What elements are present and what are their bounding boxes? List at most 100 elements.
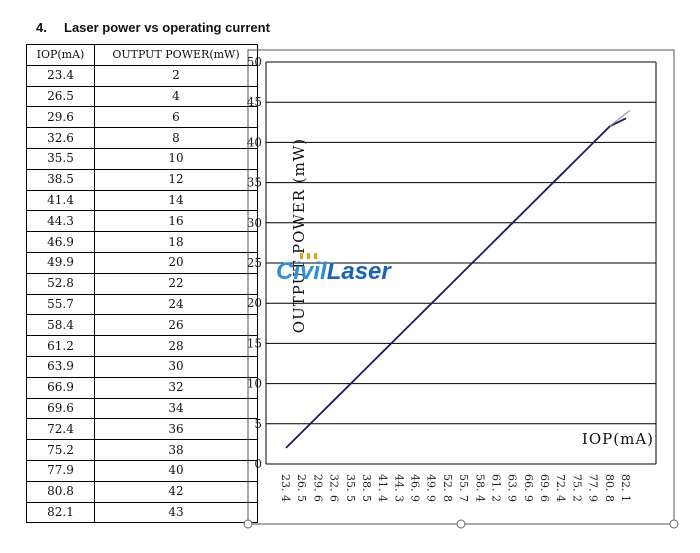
table-row: 63.9 30 [26, 355, 258, 378]
table-row: 35.5 10 [26, 147, 258, 170]
cell-iop: 55.7 [26, 293, 95, 316]
y-tick-label: 0 [254, 457, 262, 471]
frame-handle [243, 519, 253, 529]
cell-iop: 69.6 [26, 397, 95, 420]
x-tick-label: 77. 9 [587, 474, 600, 502]
x-tick-label: 29. 6 [311, 474, 324, 502]
table-header-row: IOP(mA) OUTPUT POWER(mW) [26, 44, 258, 66]
x-tick-label: 55. 7 [457, 474, 470, 502]
x-tick-label: 23. 4 [279, 474, 292, 502]
y-tick-label: 15 [247, 336, 262, 350]
x-tick-label: 44. 3 [392, 474, 405, 502]
cell-output-power: 26 [94, 314, 258, 337]
cell-output-power: 12 [94, 168, 258, 191]
cell-iop: 23.4 [26, 64, 95, 87]
x-tick-label: 38. 5 [360, 474, 373, 502]
outer-frame [247, 49, 675, 525]
x-tick-label: 41. 4 [376, 474, 389, 502]
table-row: 52.8 22 [26, 272, 258, 295]
watermark-dot [307, 253, 310, 260]
x-tick-label: 26. 5 [295, 474, 308, 502]
y-tick-label: 30 [247, 216, 262, 230]
cell-iop: 58.4 [26, 314, 95, 337]
y-tick-label: 45 [247, 95, 262, 109]
y-tick-label: 20 [247, 296, 262, 310]
x-tick-label: 52. 8 [441, 474, 454, 502]
table-row: 55.7 24 [26, 293, 258, 316]
frame-handle [456, 519, 466, 529]
cell-iop: 29.6 [26, 106, 95, 129]
cell-iop: 52.8 [26, 272, 95, 295]
section-title: Laser power vs operating current [64, 20, 270, 35]
cell-output-power: 38 [94, 439, 258, 461]
x-tick-label: 32. 6 [328, 474, 341, 502]
cell-iop: 63.9 [26, 355, 95, 378]
table-row: 44.3 16 [26, 210, 258, 233]
cell-iop: 41.4 [26, 189, 95, 212]
x-tick-label: 58. 4 [473, 474, 486, 502]
table-row: 77.9 40 [26, 459, 258, 482]
watermark-dot [300, 253, 303, 260]
cell-output-power: 24 [94, 293, 258, 316]
y-tick-label: 40 [247, 135, 262, 149]
cell-iop: 26.5 [26, 85, 95, 108]
x-tick-label: 75. 2 [570, 474, 583, 502]
cell-output-power: 6 [94, 106, 258, 129]
cell-output-power: 2 [94, 64, 258, 87]
table-row: 61.2 28 [26, 335, 258, 357]
frame-handle [669, 519, 679, 529]
cell-output-power: 14 [94, 189, 258, 212]
table-row: 58.4 26 [26, 314, 258, 337]
section-number: 4. [36, 20, 47, 35]
cell-iop: 72.4 [26, 418, 95, 441]
cell-iop: 46.9 [26, 231, 95, 253]
x-tick-label: 63. 9 [506, 474, 519, 502]
x-tick-label: 69. 6 [538, 474, 551, 502]
cell-output-power: 36 [94, 418, 258, 441]
x-axis-title: IOP(mA) [582, 430, 654, 448]
x-tick-label: 72. 4 [554, 474, 567, 502]
cell-output-power: 22 [94, 272, 258, 295]
series-line [285, 117, 627, 449]
cell-output-power: 8 [94, 127, 258, 149]
cell-output-power: 20 [94, 251, 258, 274]
current-power-table: IOP(mA) OUTPUT POWER(mW) 23.4 2 26.5 4 29.6 6… [26, 44, 258, 524]
table-row: 75.2 38 [26, 439, 258, 461]
x-tick-label: 61. 2 [489, 474, 502, 502]
x-tick-label: 66. 9 [522, 474, 535, 502]
table-row: 29.6 6 [26, 106, 258, 129]
cell-iop: 75.2 [26, 439, 95, 461]
cell-iop: 38.5 [26, 168, 95, 191]
cell-iop: 77.9 [26, 459, 95, 482]
table-row: 41.4 14 [26, 189, 258, 212]
cell-output-power: 10 [94, 147, 258, 170]
y-tick-label: 5 [254, 417, 262, 431]
cell-iop: 66.9 [26, 376, 95, 399]
table-row: 69.6 34 [26, 397, 258, 420]
cell-iop: 35.5 [26, 147, 95, 170]
table-row: 72.4 36 [26, 418, 258, 441]
x-tick-label: 49. 9 [425, 474, 438, 502]
table-row: 23.4 2 [26, 64, 258, 87]
cell-iop: 80.8 [26, 480, 95, 503]
cell-output-power: 43 [94, 501, 258, 524]
watermark-dot [314, 253, 317, 260]
y-tick-label: 10 [247, 377, 262, 391]
chart-frame: 0 5 10 15 20 25 30 35 40 45 50 23. 4 26. 5 29. 6 32. 6… [243, 49, 679, 529]
y-axis-title: OUTPUT POWER (mW) [290, 138, 308, 333]
cell-iop: 49.9 [26, 251, 95, 274]
cell-output-power: 34 [94, 397, 258, 420]
cell-output-power: 18 [94, 231, 258, 253]
cell-output-power: 30 [94, 355, 258, 378]
table-row: 49.9 20 [26, 251, 258, 274]
cell-output-power: 28 [94, 335, 258, 357]
cell-iop: 44.3 [26, 210, 95, 233]
header-iop: IOP(mA) [26, 44, 95, 66]
y-tick-label: 25 [247, 256, 262, 270]
trend-extension [609, 109, 631, 127]
x-tick-label: 46. 9 [409, 474, 422, 502]
cell-output-power: 4 [94, 85, 258, 108]
cell-output-power: 16 [94, 210, 258, 233]
table-row: 38.5 12 [26, 168, 258, 191]
table-row: 80.8 42 [26, 480, 258, 503]
